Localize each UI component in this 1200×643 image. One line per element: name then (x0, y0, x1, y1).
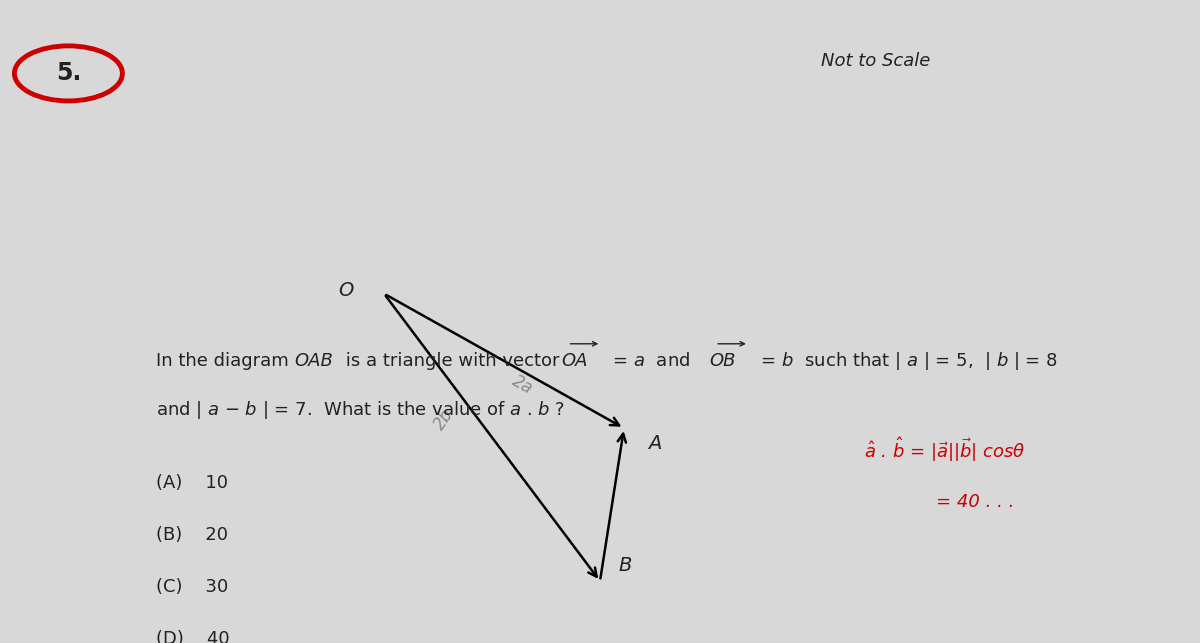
Text: = $\mathit{a}$  and: = $\mathit{a}$ and (607, 352, 697, 370)
Text: OA: OA (562, 352, 588, 370)
Text: 5.: 5. (55, 61, 82, 86)
Text: and | $\mathit{a}$ $-$ $\mathit{b}$ | = 7.  What is the value of $\mathit{a}$ . : and | $\mathit{a}$ $-$ $\mathit{b}$ | = … (156, 399, 565, 421)
Text: OB: OB (709, 352, 736, 370)
Text: In the diagram: In the diagram (156, 352, 294, 370)
Text: (A)    10: (A) 10 (156, 475, 228, 493)
Text: = $\mathit{b}$  such that | $\mathit{a}$ | = 5,  | $\mathit{b}$ | = 8: = $\mathit{b}$ such that | $\mathit{a}$ … (755, 350, 1057, 372)
Text: (B)    20: (B) 20 (156, 526, 228, 544)
Text: 2b: 2b (431, 405, 457, 433)
Text: Not to Scale: Not to Scale (821, 52, 931, 70)
Text: A: A (648, 434, 661, 453)
Text: (D)    40: (D) 40 (156, 630, 229, 643)
Text: OAB: OAB (294, 352, 332, 370)
Text: = 40 . . .: = 40 . . . (936, 493, 1014, 511)
Text: $\hat{a}$ . $\hat{b}$ = |$\vec{a}$||$\vec{b}$| cos$\theta$: $\hat{a}$ . $\hat{b}$ = |$\vec{a}$||$\ve… (864, 435, 1026, 464)
Text: O: O (338, 281, 354, 300)
Text: 2a: 2a (509, 372, 535, 399)
Text: is a triangle with vector: is a triangle with vector (340, 352, 565, 370)
Text: (C)    30: (C) 30 (156, 578, 228, 596)
Text: B: B (618, 556, 631, 575)
